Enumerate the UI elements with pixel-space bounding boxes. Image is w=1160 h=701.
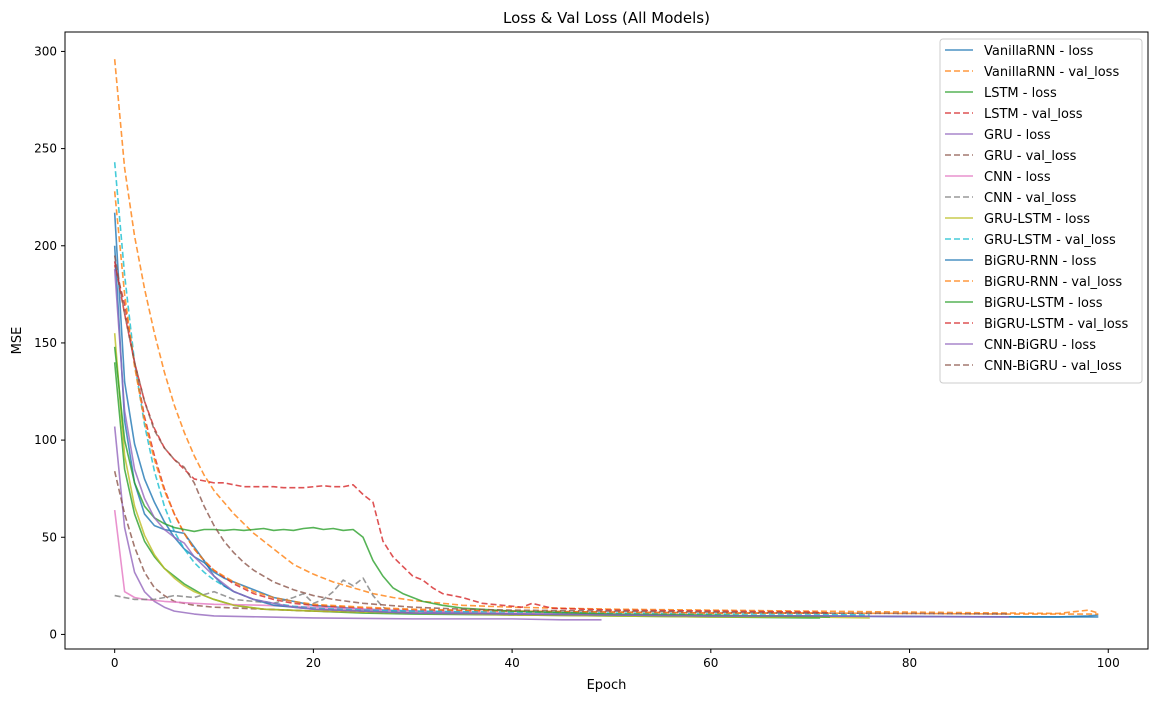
plot-frame (64, 31, 1149, 650)
legend-label: CNN - val_loss (984, 191, 1077, 206)
legend-label: LSTM - val_loss (984, 107, 1083, 122)
y-axis-label: MSE (10, 327, 25, 355)
series-line-gru-loss (113, 426, 602, 621)
legend-label: VanillaRNN - val_loss (984, 65, 1119, 80)
legend-label: LSTM - loss (984, 86, 1057, 101)
series-line-bigru-lstm-loss (113, 346, 831, 618)
series-line-cnn-bigru-val-loss (113, 255, 1009, 615)
legend-label: BiGRU-RNN - loss (984, 254, 1097, 269)
y-tick-label: 150 (34, 336, 57, 350)
legend: VanillaRNN - loss VanillaRNN - val_loss LS… (939, 38, 1143, 384)
legend-label: BiGRU-LSTM - loss (984, 296, 1103, 311)
series-line-bigru-lstm-val-loss (113, 261, 831, 614)
series-line-lstm-val-loss (113, 265, 821, 614)
legend-label: BiGRU-RNN - val_loss (984, 275, 1122, 290)
y-tick-label: 50 (42, 530, 57, 544)
series-line-gru-lstm-loss (113, 333, 870, 619)
series-layer (113, 59, 1099, 621)
x-tick-label: 40 (504, 656, 519, 670)
y-tick-label: 300 (34, 44, 57, 58)
series-line-lstm-loss (113, 362, 821, 619)
series-line-bigru-rnn-val-loss (113, 191, 1099, 615)
x-tick-label: 0 (111, 656, 119, 670)
series-line-cnn-loss (113, 509, 662, 616)
legend-label: BiGRU-LSTM - val_loss (984, 317, 1129, 332)
y-tick-label: 200 (34, 239, 57, 253)
x-axis: 0 20 40 60 80 100 (111, 649, 1120, 670)
legend-label: GRU-LSTM - val_loss (984, 233, 1116, 248)
legend-label: CNN - loss (984, 170, 1051, 185)
series-line-gru-val-loss (113, 471, 602, 615)
legend-label: GRU-LSTM - loss (984, 212, 1090, 227)
y-tick-label: 0 (49, 627, 57, 641)
legend-label: CNN-BiGRU - val_loss (984, 359, 1122, 374)
series-line-cnn-bigru-loss (113, 269, 1009, 618)
legend-box (939, 38, 1143, 384)
x-axis-label: Epoch (587, 678, 627, 693)
legend-label: GRU - loss (984, 128, 1051, 143)
legend-label: GRU - val_loss (984, 149, 1077, 164)
chart-title: Loss & Val Loss (All Models) (503, 9, 710, 27)
x-tick-label: 60 (703, 656, 718, 670)
y-tick-label: 100 (34, 433, 57, 447)
y-axis: 0 50 100 150 200 250 300 (34, 44, 65, 641)
y-tick-label: 250 (34, 142, 57, 156)
series-line-gru-lstm-val-loss (113, 162, 870, 616)
legend-label: VanillaRNN - loss (984, 44, 1094, 59)
series-line-vanillarnn-val-loss (113, 59, 1099, 615)
legend-label: CNN-BiGRU - loss (984, 338, 1096, 353)
x-tick-label: 100 (1097, 656, 1120, 670)
x-tick-label: 80 (902, 656, 917, 670)
x-tick-label: 20 (306, 656, 321, 670)
